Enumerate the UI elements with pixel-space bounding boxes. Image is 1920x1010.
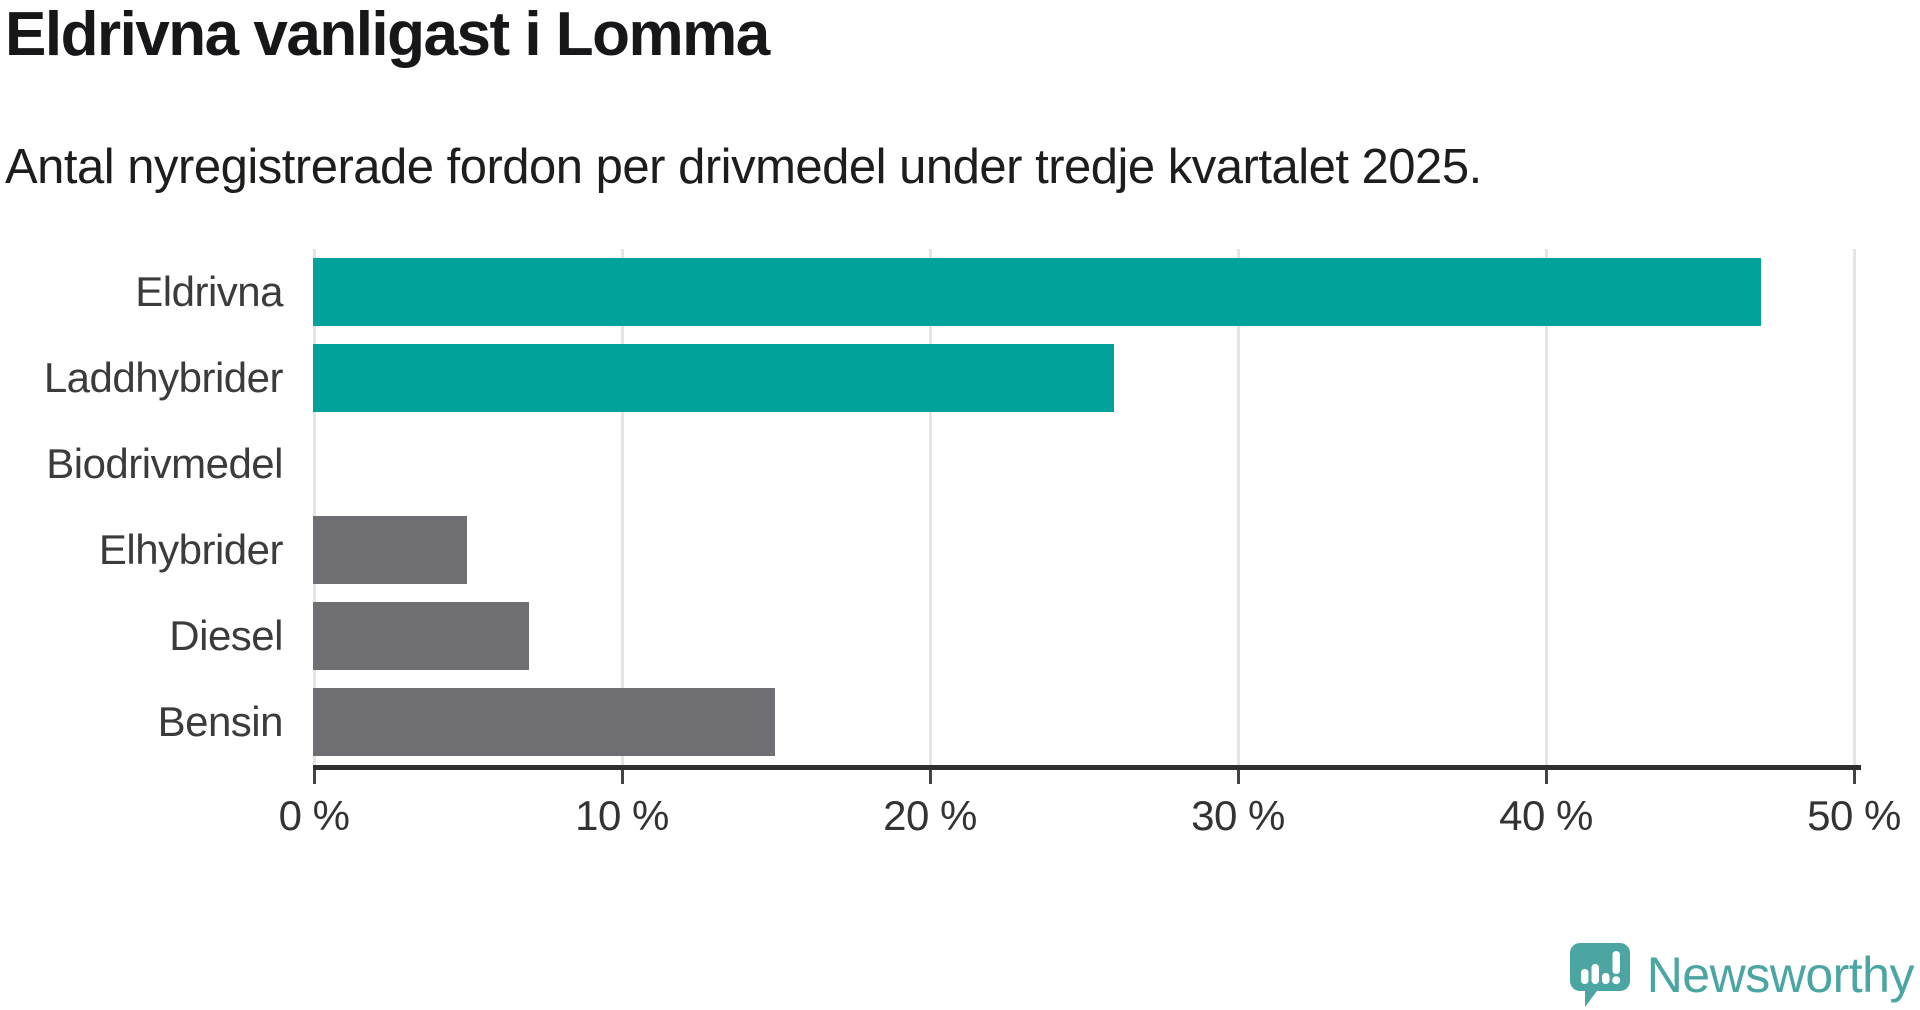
tick-mark-10: [621, 770, 624, 784]
tick-label-30: 30 %: [1191, 792, 1285, 839]
newsworthy-logo-text: Newsworthy: [1646, 947, 1915, 1003]
bar-track: [313, 593, 1853, 679]
newsworthy-speech-bubble-bar-chart-icon: [1569, 943, 1630, 1007]
x-axis-ticks: 0 % 10 % 20 % 30 % 40 % 50 %: [279, 770, 1901, 840]
category-label: Elhybrider: [98, 526, 284, 573]
bar-row: Eldrivna: [0, 249, 1920, 335]
gridline-50: [1853, 249, 1856, 765]
bar-row: Diesel: [0, 593, 1920, 679]
category-label: Eldrivna: [135, 268, 283, 315]
gridline-0: [313, 249, 316, 765]
category-label: Biodrivmedel: [46, 440, 283, 487]
bar-rows: Eldrivna Laddhybrider Biodrivmedel Elhybrid…: [0, 249, 1920, 765]
category-label: Bensin: [157, 698, 284, 745]
tick-mark-50: [1853, 770, 1856, 784]
x-axis-line: [313, 765, 1861, 770]
bar-laddhybrider: [313, 344, 1114, 412]
tick-mark-20: [929, 770, 932, 784]
bar-row: Biodrivmedel: [0, 421, 1920, 507]
page-title: Eldrivna vanligast i Lomma: [5, 0, 770, 69]
tick-label-50: 50 %: [1807, 792, 1901, 839]
bar-track: [313, 507, 1853, 593]
bar-chart-plot-area: Eldrivna Laddhybrider Biodrivmedel Elhybrid…: [0, 249, 1920, 765]
gridline-20: [929, 249, 932, 765]
bar-eldrivna: [313, 258, 1761, 326]
gridlines: [313, 249, 1856, 765]
tick-label-10: 10 %: [575, 792, 669, 839]
chart-subtitle: Antal nyregistrerade fordon per drivmede…: [5, 140, 1482, 194]
tick-label-0: 0 %: [278, 792, 350, 839]
gridline-10: [621, 249, 624, 765]
bar-track: [313, 335, 1853, 421]
bar-elhybrider: [313, 516, 467, 584]
tick-mark-40: [1545, 770, 1548, 784]
bar-track: [313, 249, 1853, 335]
bar-track: [313, 421, 1853, 507]
tick-mark-0: [313, 770, 316, 784]
bar-row: Elhybrider: [0, 507, 1920, 593]
bar-row: Bensin: [0, 679, 1920, 765]
gridline-30: [1237, 249, 1240, 765]
category-label: Diesel: [169, 612, 283, 659]
gridline-40: [1545, 249, 1548, 765]
newsworthy-logo: Newsworthy: [1569, 942, 1915, 1008]
tick-label-40: 40 %: [1499, 792, 1593, 839]
category-label: Laddhybrider: [43, 354, 284, 401]
tick-mark-30: [1237, 770, 1240, 784]
bar-track: [313, 679, 1853, 765]
bar-bensin: [313, 688, 775, 756]
bar-row: Laddhybrider: [0, 335, 1920, 421]
bar-diesel: [313, 602, 529, 670]
tick-label-20: 20 %: [883, 792, 977, 839]
